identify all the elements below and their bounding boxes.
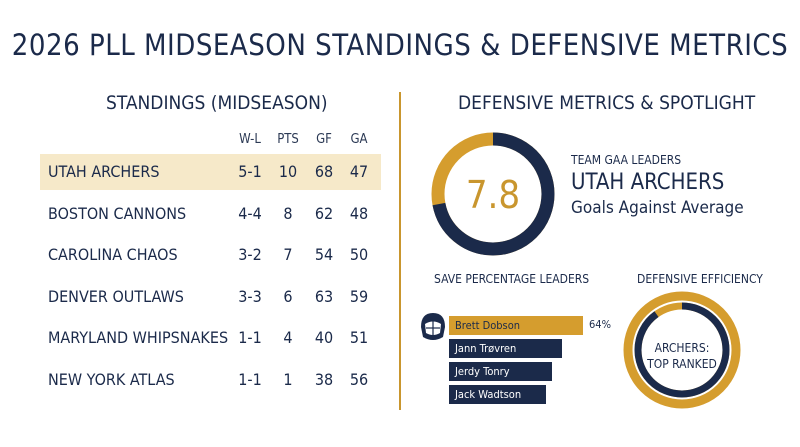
page-title: 2026 PLL MIDSEASON STANDINGS & DEFENSIVE… (11, 28, 789, 62)
wl-cell: 3-3 (238, 287, 262, 306)
gaa-value: 7.8 (466, 173, 520, 217)
wl-cell: 4-4 (238, 204, 262, 223)
wl-cell: 1-1 (238, 370, 262, 389)
column-header-pts: PTS (277, 132, 299, 147)
efficiency-rank: TOP RANKED (647, 357, 717, 371)
gaa-team: UTAH ARCHERS (571, 170, 725, 195)
team-name: NEW YORK ATLAS (48, 370, 175, 389)
goalie-name: Brett Dobson (455, 319, 521, 332)
goalie-name: Jack Wadtson (455, 388, 522, 401)
gaa-subtitle: Goals Against Average (571, 198, 744, 218)
save-pct-bar: Brett Dobson (449, 316, 583, 335)
defense-heading: DEFENSIVE METRICS & SPOTLIGHT (458, 92, 756, 114)
team-name: UTAH ARCHERS (48, 162, 160, 181)
pts-cell: 4 (283, 328, 293, 347)
ga-cell: 51 (349, 328, 369, 347)
goalie-name: Jann Trøvren (455, 342, 517, 355)
gf-cell: 63 (314, 287, 334, 306)
efficiency-ring-progress (634, 302, 730, 398)
pts-cell: 7 (283, 245, 293, 264)
table-row: NEW YORK ATLAS 1-1 1 38 56 (40, 362, 381, 398)
gf-cell: 68 (314, 162, 334, 181)
wl-cell: 3-2 (238, 245, 262, 264)
standings-heading: STANDINGS (MIDSEASON) (106, 92, 328, 114)
team-name: DENVER OUTLAWS (48, 287, 184, 306)
save-pct-heading: SAVE PERCENTAGE LEADERS (434, 272, 590, 286)
team-name: MARYLAND WHIPSNAKES (48, 328, 229, 347)
efficiency-team: ARCHERS: (654, 341, 710, 355)
save-pct-bar: Jerdy Tonry (449, 362, 552, 381)
save-pct-bar: Jack Wadtson (449, 385, 546, 404)
table-row: UTAH ARCHERS 5-1 10 68 47 (40, 154, 381, 190)
ga-cell: 59 (349, 287, 369, 306)
pts-cell: 6 (283, 287, 293, 306)
ga-cell: 48 (349, 204, 369, 223)
efficiency-heading: DEFENSIVE EFFICIENCY (637, 272, 763, 286)
table-row: CAROLINA CHAOS 3-2 7 54 50 (40, 237, 381, 273)
gf-cell: 54 (314, 245, 334, 264)
wl-cell: 5-1 (238, 162, 262, 181)
gf-cell: 40 (314, 328, 334, 347)
ga-cell: 47 (349, 162, 369, 181)
gf-cell: 38 (314, 370, 334, 389)
pts-cell: 10 (278, 162, 298, 181)
wl-cell: 1-1 (238, 328, 262, 347)
efficiency-label: ARCHERS: TOP RANKED (636, 340, 728, 372)
ga-cell: 56 (349, 370, 369, 389)
gaa-ring-progress (431, 132, 555, 256)
column-header-gf: GF (316, 132, 332, 147)
column-header-wl: W-L (239, 132, 261, 147)
pts-cell: 1 (283, 370, 293, 389)
goalie-helmet-icon (421, 313, 445, 340)
top-save-pct-value: 64% (589, 318, 611, 331)
gaa-label: TEAM GAA LEADERS (571, 153, 682, 167)
goalie-name: Jerdy Tonry (455, 365, 510, 378)
table-row: BOSTON CANNONS 4-4 8 62 48 (40, 196, 381, 232)
ga-cell: 50 (349, 245, 369, 264)
gf-cell: 62 (314, 204, 334, 223)
efficiency-ring-outer (623, 291, 741, 409)
save-pct-bar: Jann Trøvren (449, 339, 562, 358)
pts-cell: 8 (283, 204, 293, 223)
team-name: BOSTON CANNONS (48, 204, 187, 223)
table-row: MARYLAND WHIPSNAKES 1-1 4 40 51 (40, 320, 381, 356)
table-row: DENVER OUTLAWS 3-3 6 63 59 (40, 279, 381, 315)
team-name: CAROLINA CHAOS (48, 245, 178, 264)
column-header-ga: GA (350, 132, 368, 147)
section-divider (399, 92, 401, 410)
